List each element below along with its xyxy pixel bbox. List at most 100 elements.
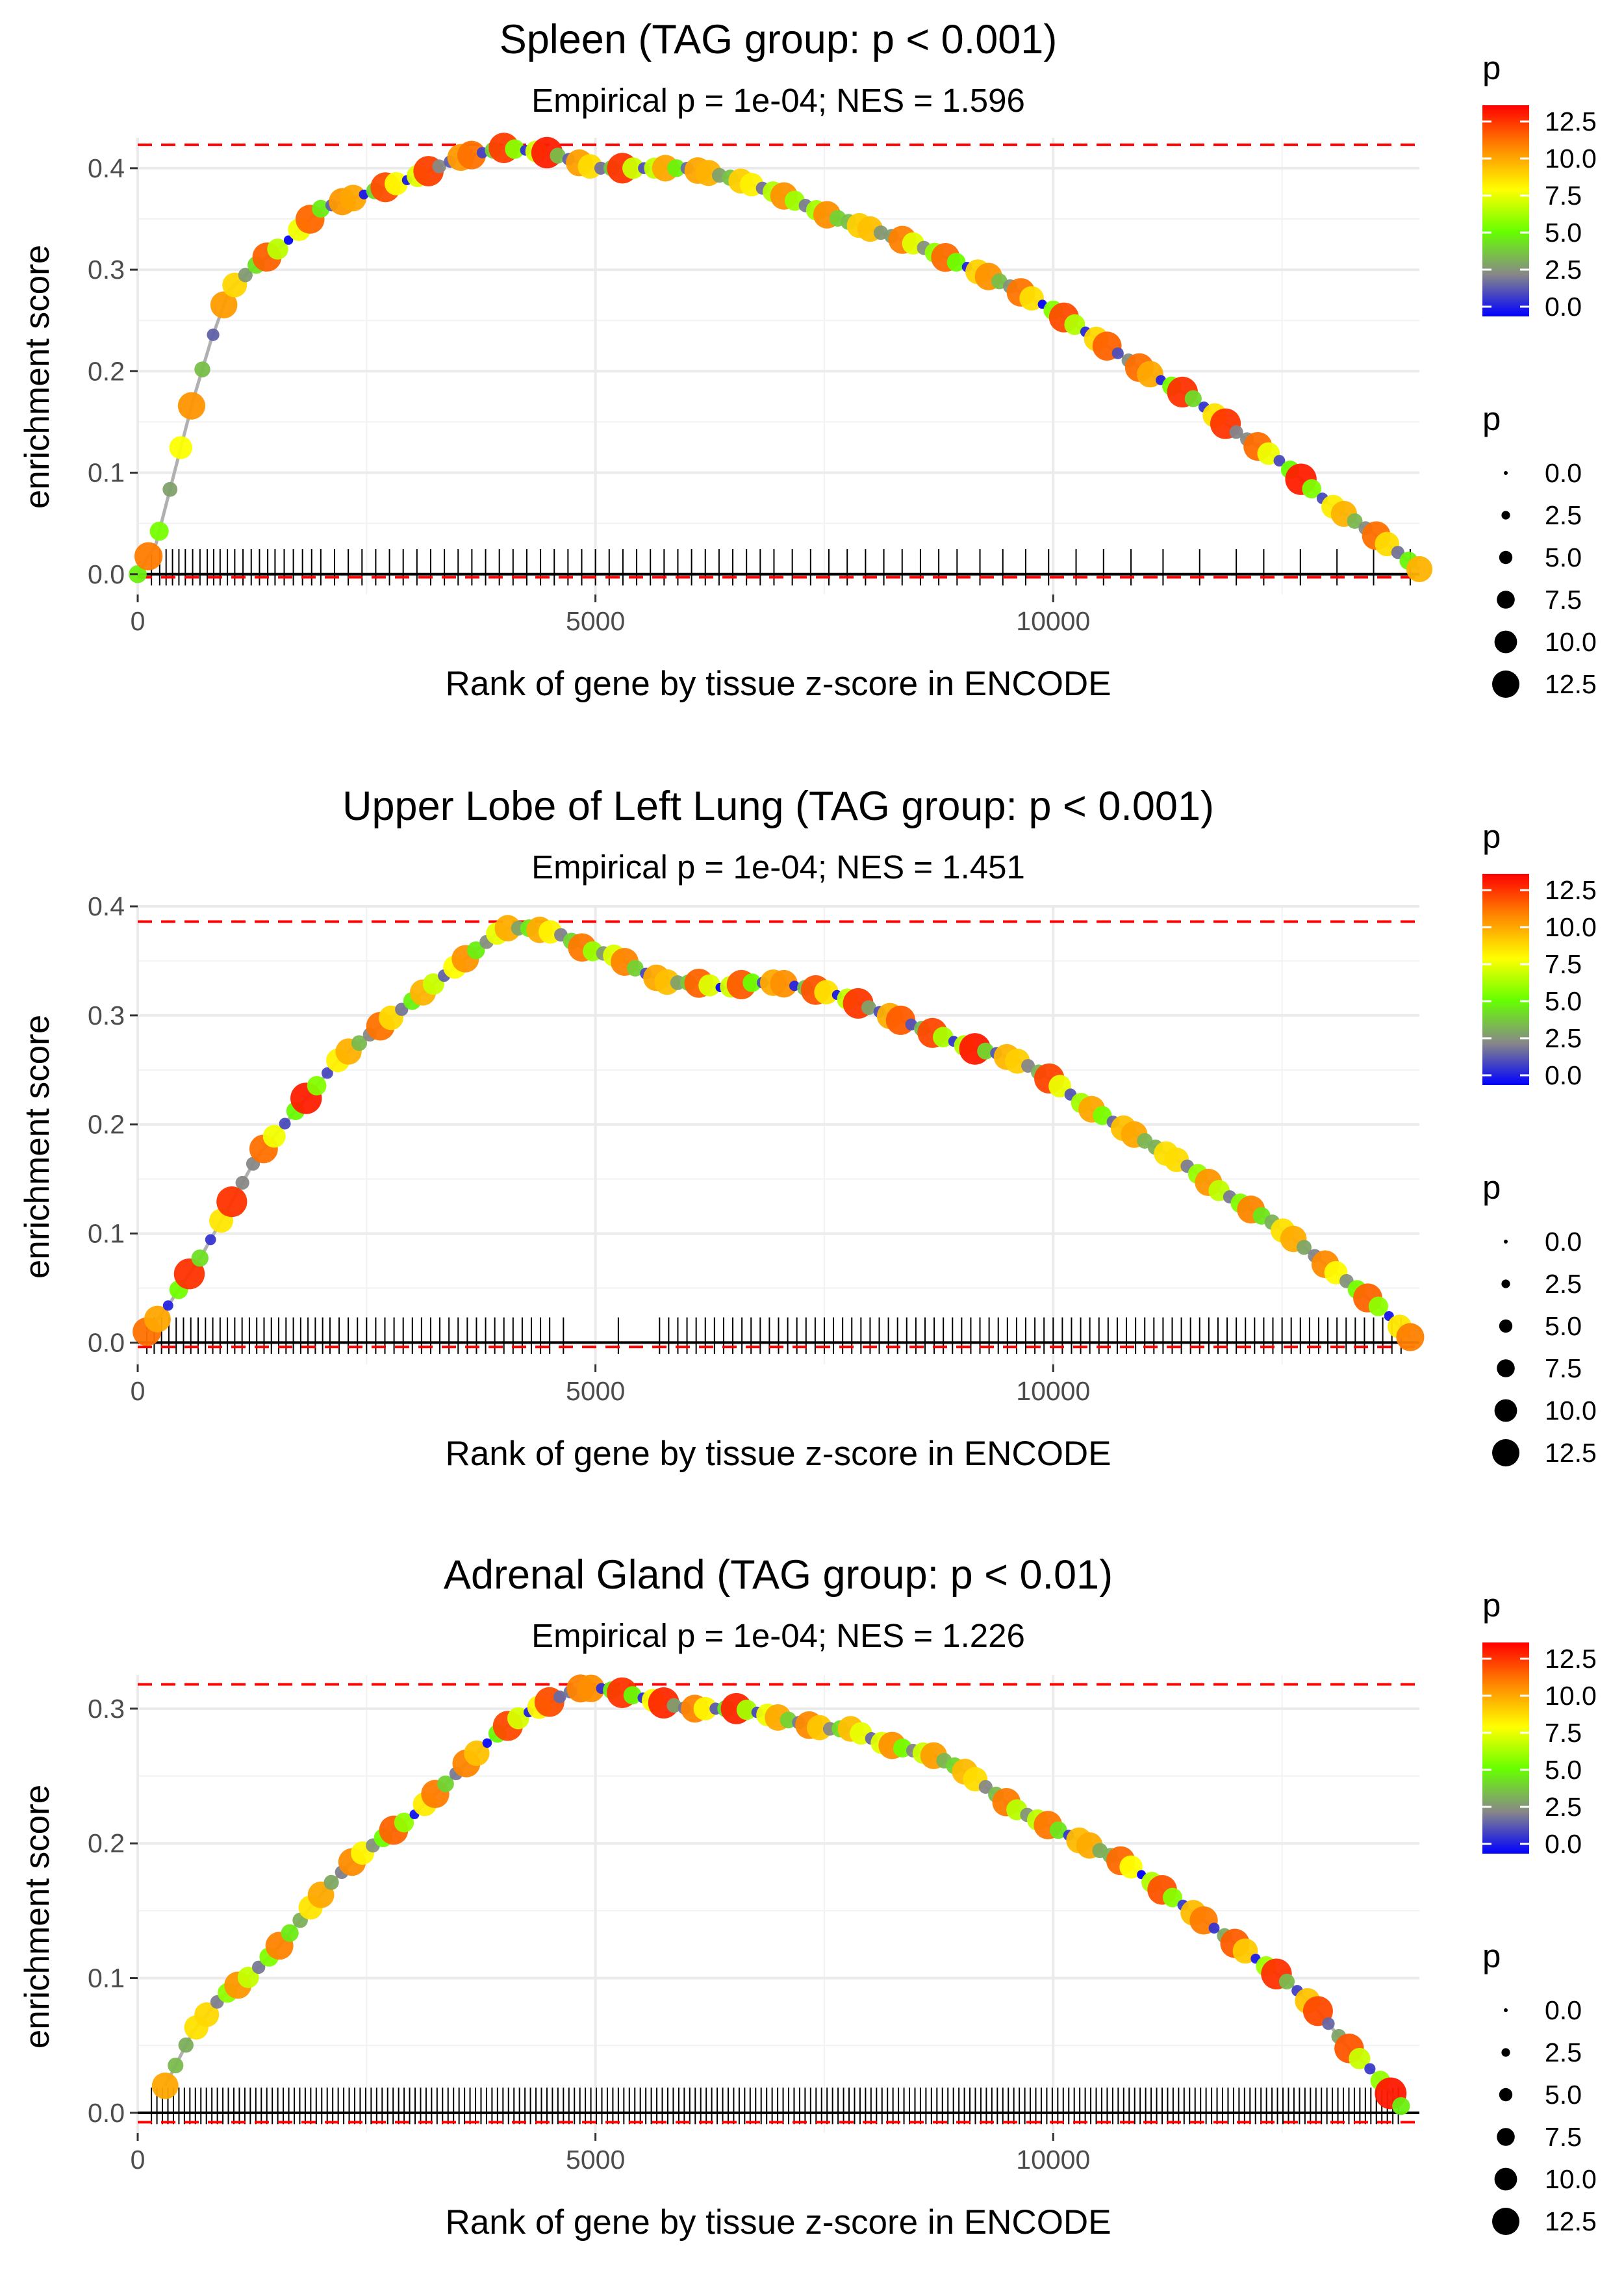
- panel-3-y-tick-label: 0.0: [88, 2098, 125, 2128]
- panel-3-y-axis-title: enrichment score: [18, 1785, 57, 2049]
- panel-1-y-tick-label: 0.0: [88, 559, 125, 589]
- panel-3-point: [1349, 2047, 1371, 2069]
- panel-1-x-tick-label: 0: [131, 606, 146, 636]
- panel-1-point: [340, 185, 367, 212]
- panel-3-size-key-label: 7.5: [1545, 2122, 1582, 2152]
- panel-3-y-tick-label: 0.2: [88, 1828, 125, 1858]
- panel-2-point: [789, 980, 800, 991]
- panel-2-point: [1396, 1323, 1425, 1351]
- panel-2-y-tick-label: 0.0: [88, 1327, 125, 1357]
- panel-1-point: [177, 392, 205, 420]
- panel-1-size-key-dot: [1494, 630, 1517, 654]
- panel-1-colorbar-label: 5.0: [1545, 218, 1582, 248]
- panel-3-es-curve: [164, 1687, 1402, 2108]
- panel-2-size-key-dot: [1504, 1240, 1508, 1244]
- panel-1-point: [432, 159, 446, 173]
- panel-3-size-legend-title: p: [1482, 1937, 1501, 1974]
- panel-1-point: [385, 172, 408, 196]
- panel-2-x-axis-title: Rank of gene by tissue z-score in ENCODE: [445, 1435, 1111, 1473]
- panel-3-x-tick-label: 5000: [566, 2145, 625, 2175]
- panel-3-size-key-label: 12.5: [1545, 2206, 1597, 2236]
- panel-2-point: [216, 1186, 247, 1218]
- panel-3-point: [1119, 1855, 1143, 1879]
- panel-1-point: [1302, 479, 1322, 499]
- panel-3-point: [978, 1780, 993, 1794]
- panel-3-point: [1163, 1887, 1183, 1908]
- panel-2-title: Upper Lobe of Left Lung (TAG group: p < …: [342, 784, 1214, 829]
- panel-1-colorbar-label: 0.0: [1545, 292, 1582, 322]
- panel-2-point: [279, 1118, 291, 1130]
- panel-2-point: [191, 1249, 209, 1267]
- panel-3-colorbar-label: 5.0: [1545, 1755, 1582, 1785]
- panel-2-colorbar-ticks: 12.5 10.0 7.5 5.0 2.5 0.0: [1482, 875, 1597, 1090]
- panel-3-colorbar-ticks: 12.5 10.0 7.5 5.0 2.5 0.0: [1482, 1644, 1597, 1859]
- panel-1-point: [1406, 556, 1433, 583]
- panel-1-point: [149, 521, 169, 541]
- panel-1-size-key-label: 0.0: [1545, 458, 1582, 488]
- panel-2-point: [351, 1035, 368, 1051]
- panel-1-size-key-dot: [1492, 671, 1519, 698]
- panel-3-size-key-dot: [1499, 2088, 1513, 2102]
- panel-3-point: [736, 1699, 757, 1720]
- panel-3-size-key-label: 2.5: [1545, 2038, 1582, 2067]
- panel-1-plot-area: 0.0 0.1 0.2 0.3 0.4 0 5000 10000: [88, 133, 1433, 636]
- panel-2-point: [770, 969, 798, 998]
- panel-2-colorbar-label: 12.5: [1545, 875, 1597, 905]
- panel-3-subtitle: Empirical p = 1e-04; NES = 1.226: [531, 1617, 1025, 1654]
- panel-2-point: [235, 1175, 249, 1190]
- panel-2-colorbar-label: 5.0: [1545, 986, 1582, 1016]
- panel-2-y-tick-label: 0.1: [88, 1219, 125, 1249]
- panel-3-point: [623, 1686, 642, 1705]
- panel-2-point: [861, 1000, 876, 1016]
- panel-2-point: [1021, 1059, 1035, 1073]
- panel-1-size-key-dot: [1499, 550, 1513, 565]
- panel-3-point: [168, 2057, 184, 2074]
- panel-2-subtitle: Empirical p = 1e-04; NES = 1.451: [531, 849, 1025, 886]
- panel-2-point: [977, 1042, 995, 1060]
- panel-2-size-key-label: 7.5: [1545, 1353, 1582, 1383]
- panel-1-x-axis-title: Rank of gene by tissue z-score in ENCODE: [445, 665, 1111, 703]
- panel-3: Adrenal Gland (TAG group: p < 0.01) Empi…: [18, 1552, 1597, 2242]
- panel-2-point: [144, 1305, 171, 1333]
- panel-2-x-tick-label: 10000: [1016, 1376, 1090, 1406]
- panel-3-colorbar-label: 7.5: [1545, 1718, 1582, 1748]
- panel-1-point: [667, 159, 685, 177]
- panel-1-size-key-dot: [1497, 591, 1515, 609]
- panel-1-size-key-label: 2.5: [1545, 500, 1582, 530]
- panel-2-size-key-dot: [1499, 1319, 1513, 1333]
- panel-3-point: [394, 1812, 414, 1833]
- panel-2-size-key-label: 2.5: [1545, 1269, 1582, 1299]
- panel-3-colorbar-label: 12.5: [1545, 1644, 1597, 1674]
- panel-2-size-key-label: 10.0: [1545, 1396, 1597, 1425]
- panel-3-point: [237, 1967, 259, 1988]
- panel-2-x-tick-label: 0: [131, 1376, 146, 1406]
- panel-1-point: [1184, 390, 1202, 407]
- panel-1-point: [1111, 347, 1124, 359]
- panel-2-colorbar-label: 2.5: [1545, 1023, 1582, 1053]
- panel-3-colorbar-label: 10.0: [1545, 1681, 1597, 1711]
- panel-2-point: [933, 1027, 954, 1048]
- panel-1-color-legend: p 12.5 10.0 7.5 5.0 2.5 0.0: [1482, 49, 1597, 322]
- panel-3-colorbar-label: 0.0: [1545, 1829, 1582, 1859]
- panel-1-point: [169, 436, 193, 459]
- panel-1: Spleen (TAG group: p < 0.001) Empirical …: [18, 17, 1597, 703]
- panel-3-point: [666, 1698, 681, 1713]
- panel-1-colorbar: [1482, 105, 1529, 316]
- panel-2-point: [467, 941, 485, 960]
- panel-1-y-tick-label: 0.2: [88, 356, 125, 386]
- panel-3-point: [1364, 2063, 1376, 2075]
- panel-2-size-key-label: 12.5: [1545, 1438, 1597, 1468]
- panel-3-point: [1208, 1923, 1220, 1934]
- panel-2: Upper Lobe of Left Lung (TAG group: p < …: [18, 784, 1597, 1473]
- panel-1-point: [238, 268, 253, 283]
- panel-2-size-key-dot: [1494, 1399, 1517, 1422]
- panel-1-point: [267, 238, 288, 260]
- panel-3-color-legend: p 12.5 10.0 7.5 5.0 2.5 0.0: [1482, 1587, 1597, 1859]
- panel-1-point: [312, 199, 330, 218]
- panel-1-point: [1273, 455, 1286, 467]
- panel-1-colorbar-ticks: 12.5 10.0 7.5 5.0 2.5 0.0: [1482, 107, 1597, 322]
- panel-2-y-tick-label: 0.3: [88, 1001, 125, 1030]
- panel-1-x-tick-label: 10000: [1016, 606, 1090, 636]
- panel-2-size-legend-title: p: [1482, 1169, 1501, 1206]
